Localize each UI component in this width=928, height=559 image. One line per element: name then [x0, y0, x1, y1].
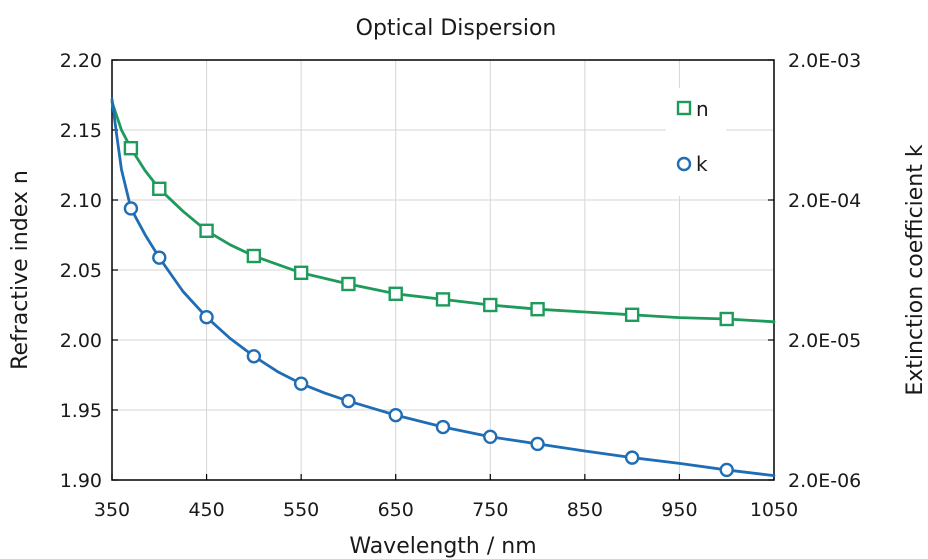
data-point-n: [483, 297, 498, 313]
series-markers: [123, 140, 734, 478]
y-axis-title: Refractive index n: [8, 170, 33, 370]
y2-tick-label: 2.0E-03: [788, 50, 861, 72]
left-axis-ticks: 1.90 1.95 2.00 2.05 2.10 2.15 2.20: [60, 50, 118, 492]
y-tick-label: 2.15: [60, 120, 102, 142]
data-point-k: [341, 393, 356, 409]
legend-label-k: k: [696, 152, 708, 176]
x-tick-label: 950: [661, 499, 697, 521]
data-point-k: [123, 201, 139, 216]
data-point-n: [152, 181, 167, 197]
x-tick-label: 650: [378, 499, 414, 521]
legend-label-n: n: [696, 97, 709, 121]
data-point-n: [624, 307, 640, 322]
x-tick-label: 450: [188, 499, 224, 521]
x-tick-label: 750: [472, 499, 508, 521]
right-axis-ticks: 2.0E-06 2.0E-05 2.0E-04 2.0E-03: [768, 50, 861, 492]
legend-marker-n: [676, 100, 692, 116]
legend-marker-k: [676, 156, 692, 172]
data-point-k: [483, 429, 498, 445]
data-point-k: [624, 450, 640, 465]
x-tick-label: 350: [94, 499, 130, 521]
x-tick-label: 850: [567, 499, 603, 521]
y2-tick-label: 2.0E-06: [788, 470, 861, 492]
y2-axis-title: Extinction coefficient k: [903, 144, 928, 395]
data-point-n: [719, 311, 734, 327]
legend-background: [666, 88, 726, 196]
y-tick-label: 2.10: [60, 190, 102, 212]
legend: n k: [666, 88, 726, 196]
y-tick-label: 2.05: [60, 260, 102, 282]
data-point-k: [719, 462, 734, 478]
x-tick-label: 1050: [750, 499, 798, 521]
y-tick-label: 2.00: [60, 330, 102, 352]
y-tick-label: 1.90: [60, 470, 102, 492]
data-point-k: [388, 407, 403, 423]
x-tick-label: 550: [283, 499, 319, 521]
data-point-n: [530, 302, 545, 317]
data-point-n: [435, 292, 451, 307]
x-axis-title: Wavelength / nm: [349, 534, 536, 559]
data-point-n: [341, 276, 356, 292]
data-point-k: [152, 250, 167, 265]
data-point-n: [293, 265, 309, 280]
y2-tick-label: 2.0E-04: [788, 190, 861, 212]
y2-tick-label: 2.0E-05: [788, 330, 861, 352]
data-point-k: [435, 419, 451, 435]
data-point-k: [530, 436, 545, 452]
y-tick-label: 1.95: [60, 400, 102, 422]
data-point-n: [123, 140, 139, 156]
data-point-n: [388, 286, 403, 301]
data-point-k: [293, 376, 309, 391]
x-axis-ticks: 350 450 550 650 750 850 950 1050: [94, 474, 798, 521]
series-line-n: [110, 100, 776, 324]
chart-title: Optical Dispersion: [356, 16, 557, 41]
y-tick-label: 2.20: [60, 50, 102, 72]
data-point-k: [199, 309, 214, 325]
data-point-k: [246, 349, 262, 364]
data-point-n: [199, 223, 214, 239]
data-point-n: [246, 248, 262, 264]
